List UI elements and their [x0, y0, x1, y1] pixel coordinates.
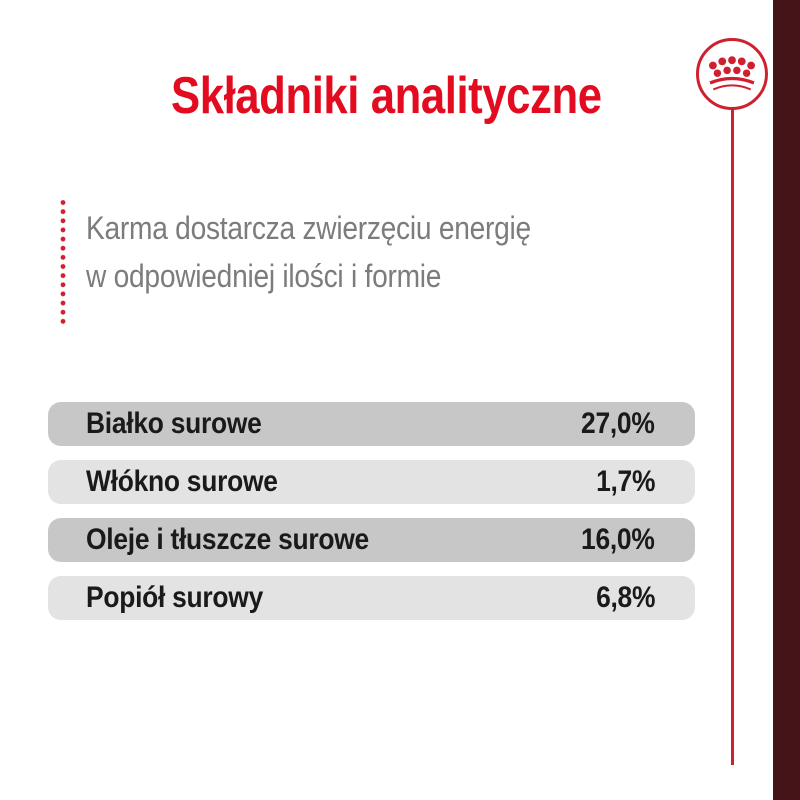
- table-row: Białko surowe 27,0%: [48, 402, 695, 446]
- page-title: Składniki analityczne: [170, 67, 602, 125]
- table-row: Popiół surowy 6,8%: [48, 576, 695, 620]
- intro-text-line1: Karma dostarcza zwierzęciu energię: [86, 210, 531, 246]
- row-label: Popiół surowy: [86, 581, 263, 614]
- row-label: Włókno surowe: [86, 465, 278, 498]
- brand-logo-medallion: [696, 38, 768, 110]
- row-label: Białko surowe: [86, 407, 262, 440]
- row-label: Oleje i tłuszcze surowe: [86, 523, 369, 556]
- analytical-components-table: Białko surowe 27,0% Włókno surowe 1,7% O…: [48, 402, 695, 634]
- row-value: 16,0%: [581, 523, 655, 556]
- row-value: 6,8%: [595, 581, 655, 614]
- dotted-accent-line: [60, 198, 66, 326]
- row-value: 27,0%: [581, 407, 655, 440]
- table-row: Włókno surowe 1,7%: [48, 460, 695, 504]
- table-row: Oleje i tłuszcze surowe 16,0%: [48, 518, 695, 562]
- intro-text: Karma dostarcza zwierzęciu energię w odp…: [86, 204, 592, 300]
- intro-text-line2: w odpowiedniej ilości i formie: [86, 258, 442, 294]
- brand-side-bar: [773, 0, 800, 800]
- row-value: 1,7%: [595, 465, 655, 498]
- crown-icon: [706, 55, 758, 93]
- brand-vertical-line: [731, 108, 734, 765]
